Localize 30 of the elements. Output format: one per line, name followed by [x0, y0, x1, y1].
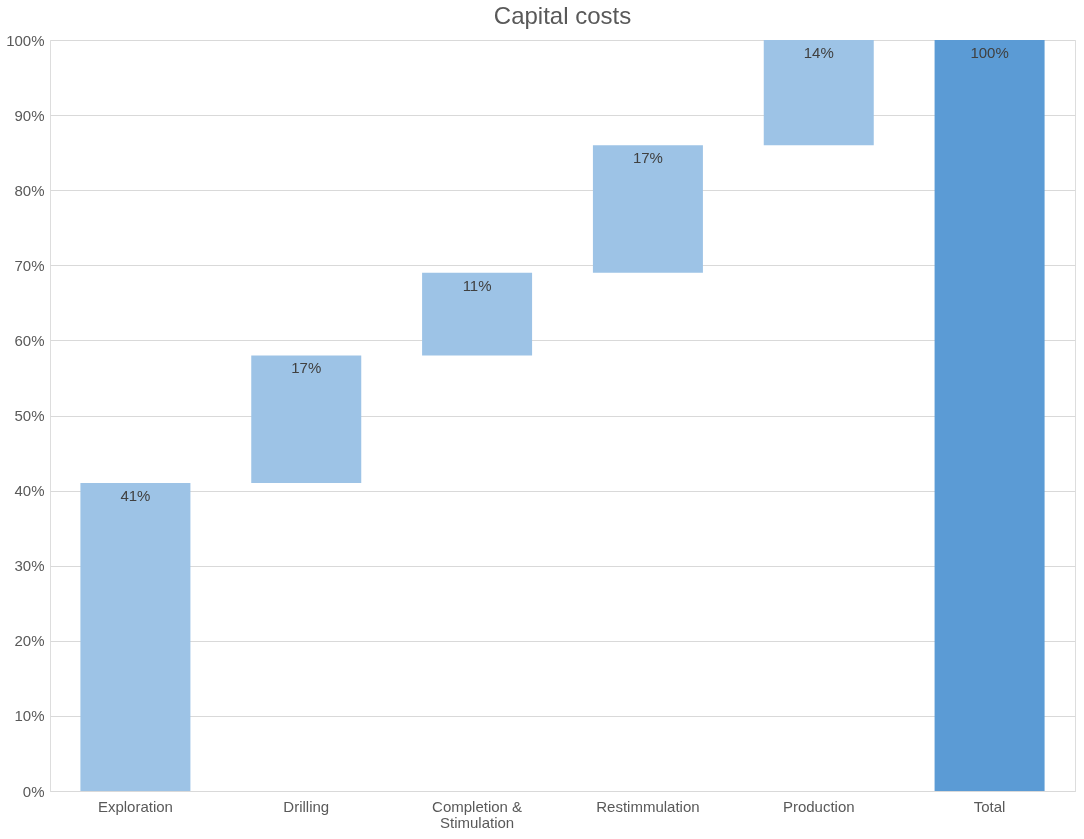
bar: [763, 40, 874, 146]
data-label: 17%: [291, 359, 322, 377]
data-label: 100%: [970, 44, 1009, 61]
x-tick-label: Completion & Stimulation: [432, 797, 523, 831]
y-tick-label: 50%: [14, 407, 45, 424]
x-tick-label: Drilling: [283, 797, 330, 815]
y-tick-label: 70%: [14, 256, 45, 274]
chart-title: Capital costs: [493, 2, 632, 29]
y-tick-label: 100%: [6, 31, 45, 49]
y-tick-label: 40%: [14, 482, 45, 500]
x-tick-label: Total: [973, 797, 1006, 815]
y-tick-label: 90%: [14, 106, 45, 124]
bar: [251, 355, 362, 484]
bar: [934, 40, 1045, 791]
data-label: 11%: [462, 276, 492, 294]
y-tick-label: 10%: [14, 707, 45, 725]
y-tick-label: 0%: [22, 782, 45, 800]
y-tick-label: 30%: [14, 557, 45, 575]
bar: [592, 145, 703, 273]
data-label: 14%: [803, 44, 834, 61]
x-tick-label: Exploration: [97, 797, 173, 815]
bar: [80, 483, 191, 791]
y-tick-label: 80%: [14, 181, 45, 199]
bar: [422, 272, 533, 356]
data-label: 41%: [120, 487, 151, 505]
data-label: 17%: [632, 149, 663, 167]
x-tick-label: Production: [782, 797, 855, 815]
y-tick-label: 20%: [14, 632, 45, 650]
x-tick-label: Restimmulation: [596, 797, 700, 815]
y-tick-label: 60%: [14, 331, 45, 349]
